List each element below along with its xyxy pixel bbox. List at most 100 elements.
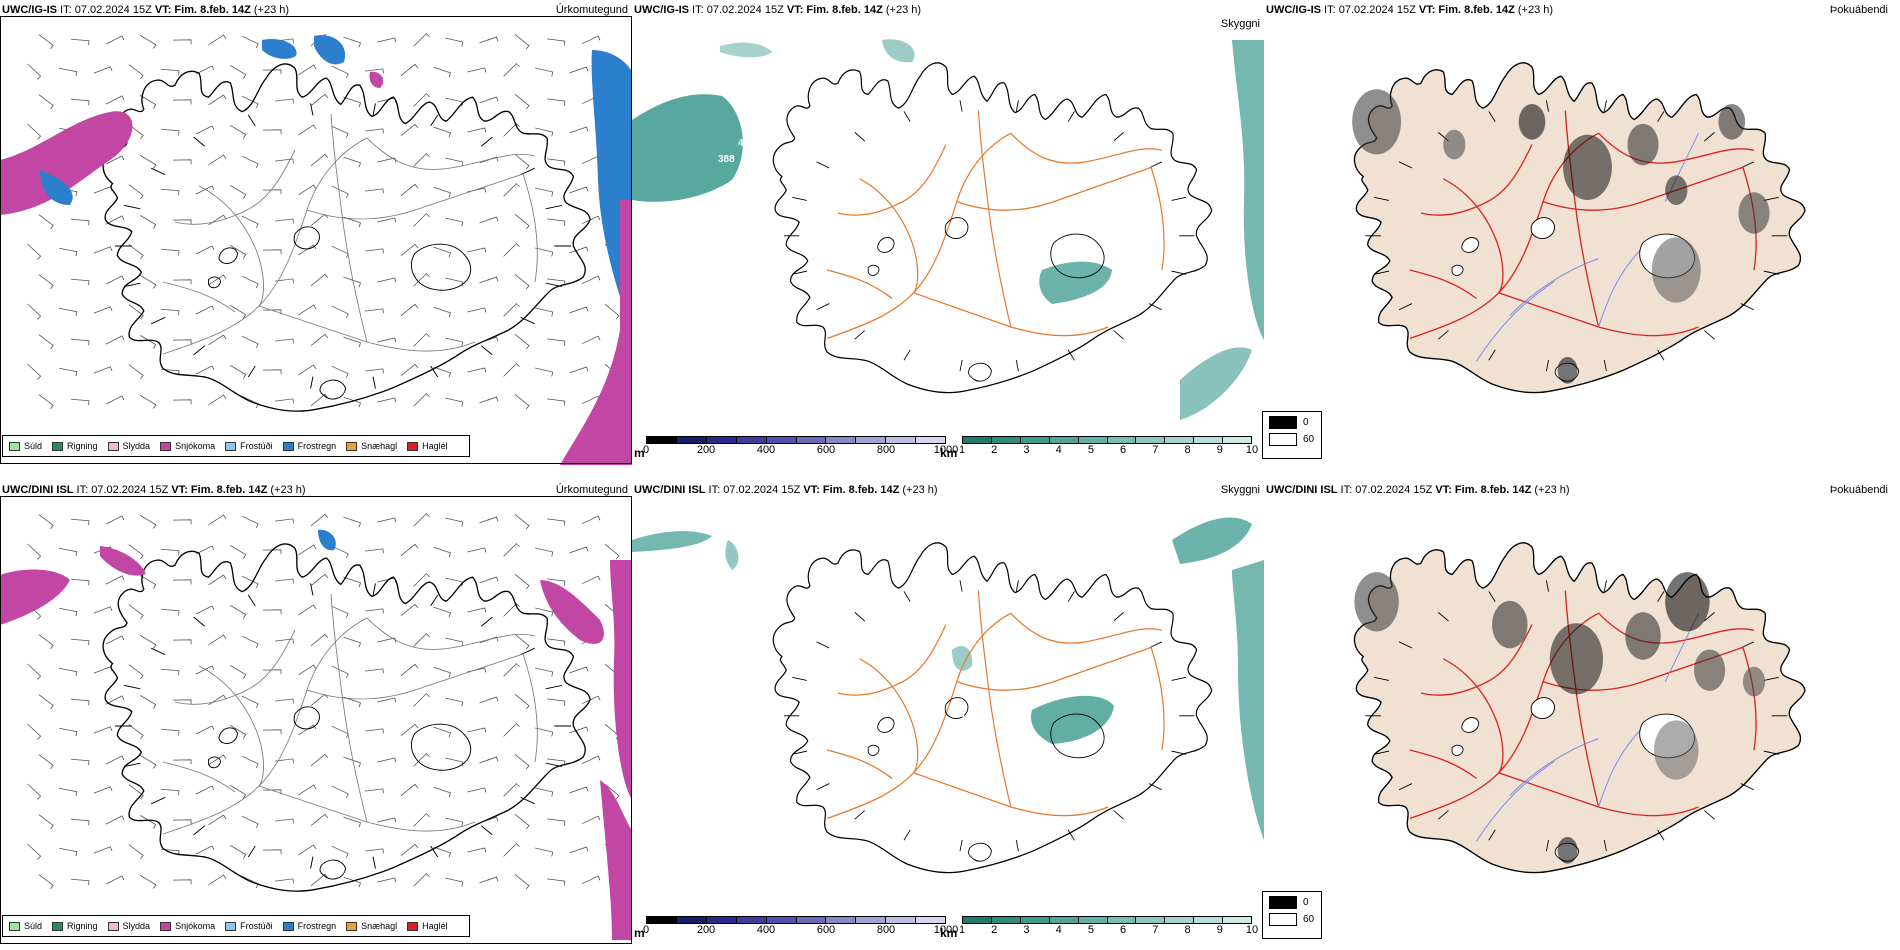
fjord-line <box>1113 330 1124 340</box>
wind-barb <box>547 578 566 586</box>
wind-barb <box>331 125 349 139</box>
wind-barb <box>377 517 397 523</box>
legend-swatch <box>1269 416 1297 429</box>
wind-barb <box>262 609 282 615</box>
road <box>162 761 236 793</box>
fjord-line <box>310 376 314 389</box>
wind-barb <box>105 35 125 45</box>
panel-header: UWC/IG-IS IT: 07.02.2024 15Z VT: Fim. 8.… <box>634 4 921 16</box>
wind-barb <box>128 64 144 80</box>
wind-barb <box>581 335 601 345</box>
colorbar-tick-label: 2 <box>991 924 998 936</box>
wind-barb <box>38 694 54 710</box>
model-name: UWC/DINI ISL <box>634 484 706 496</box>
fjord-line <box>1398 783 1413 791</box>
wind-barb <box>535 367 554 377</box>
wind-barb <box>93 366 113 374</box>
wind-barb <box>70 38 90 46</box>
wind-barb <box>275 818 294 824</box>
wind-barb <box>128 604 144 620</box>
wind-barb <box>140 155 157 169</box>
wind-barb <box>400 123 419 136</box>
colorbar-cell <box>796 917 827 923</box>
elevation-point-label: 447 <box>738 138 755 149</box>
fjord-line <box>1657 829 1665 841</box>
wind-barb <box>93 846 113 854</box>
river <box>1598 726 1644 808</box>
wind-barb <box>377 397 397 403</box>
wind-barb <box>514 34 530 50</box>
wind-barb <box>331 605 349 619</box>
height-colorbar: 0 200 400 600 800 1000 <box>643 436 958 456</box>
colorbar-cell <box>676 437 707 443</box>
wind-barb <box>514 814 530 830</box>
wind-barb <box>27 543 42 560</box>
fjord-line <box>1015 580 1019 592</box>
fjord-line <box>520 167 536 176</box>
colorbar-cell <box>1049 917 1079 923</box>
wind-barb <box>128 784 144 800</box>
wind-barb <box>160 128 180 136</box>
wind-barb <box>241 575 259 589</box>
colorbar-cell <box>916 917 946 923</box>
visibility-colorbar: 1 2 3 4 5 6 7 8 9 10 <box>959 436 1258 456</box>
snow-area <box>0 111 133 215</box>
fjord-line <box>792 676 807 681</box>
wind-barb <box>400 783 419 796</box>
wind-barb <box>604 304 620 320</box>
legend-item: 60 <box>1269 913 1315 926</box>
glacier-outline <box>293 706 320 730</box>
colorbar-cell <box>1049 437 1079 443</box>
visibility-panel-row1: 447 39 388 UWC/IG-IS IT: 07.02.2024 15Z VT… <box>632 0 1264 470</box>
glacier-outline <box>410 243 472 291</box>
wind-barb <box>298 364 317 376</box>
colorbar-cell <box>1136 437 1166 443</box>
fjord-line <box>1148 641 1163 649</box>
legend-swatch <box>1269 913 1297 926</box>
legend-item: Slydda <box>107 921 150 931</box>
colorbar-tick-label: 5 <box>1087 444 1094 456</box>
wind-barb <box>275 878 294 884</box>
colorbar-tick-label: 10 <box>1245 444 1259 456</box>
wind-barb <box>140 635 157 649</box>
wind-barb <box>275 98 294 104</box>
wind-barb <box>38 514 54 530</box>
road <box>1409 749 1477 780</box>
fjord-line <box>1763 270 1779 275</box>
legend-label: Snæhagl <box>361 921 398 931</box>
wind-barb <box>59 787 78 797</box>
colorbar-cell <box>1107 917 1137 923</box>
wind-barb <box>514 334 530 350</box>
fjord-line <box>545 762 562 768</box>
wind-barb <box>195 245 215 255</box>
fjord-line <box>1740 303 1755 311</box>
colorbar-cell <box>706 917 737 923</box>
wind-barb <box>70 818 90 826</box>
valid-time: VT: Fim. 8.feb. 14Z <box>786 4 883 16</box>
low-fog-index-area <box>1443 129 1466 160</box>
wind-barb <box>547 158 566 166</box>
colorbar-tick-label: 6 <box>1120 924 1127 936</box>
road <box>1010 612 1163 644</box>
wind-barb <box>581 275 601 285</box>
colorbar-cell <box>916 437 946 443</box>
wind-barb <box>535 247 554 257</box>
road <box>837 624 947 696</box>
fjord-line <box>1488 111 1496 122</box>
wind-barb <box>275 338 294 344</box>
wind-barb <box>445 217 464 227</box>
wind-barb <box>230 845 247 859</box>
colorbar-tick-label: 9 <box>1216 444 1223 456</box>
fjord-line <box>1545 100 1550 112</box>
wind-barb <box>331 785 349 799</box>
wind-barb <box>70 398 90 406</box>
panel-title: Þokuábendi <box>1829 4 1888 16</box>
wind-barb <box>275 278 294 284</box>
fjord-line <box>1373 676 1390 681</box>
wind-barb <box>140 215 157 229</box>
fjord-line <box>545 684 562 690</box>
wind-barb <box>413 393 430 407</box>
road <box>522 653 538 763</box>
fjord-line <box>430 594 439 607</box>
fjord-line <box>310 583 314 596</box>
